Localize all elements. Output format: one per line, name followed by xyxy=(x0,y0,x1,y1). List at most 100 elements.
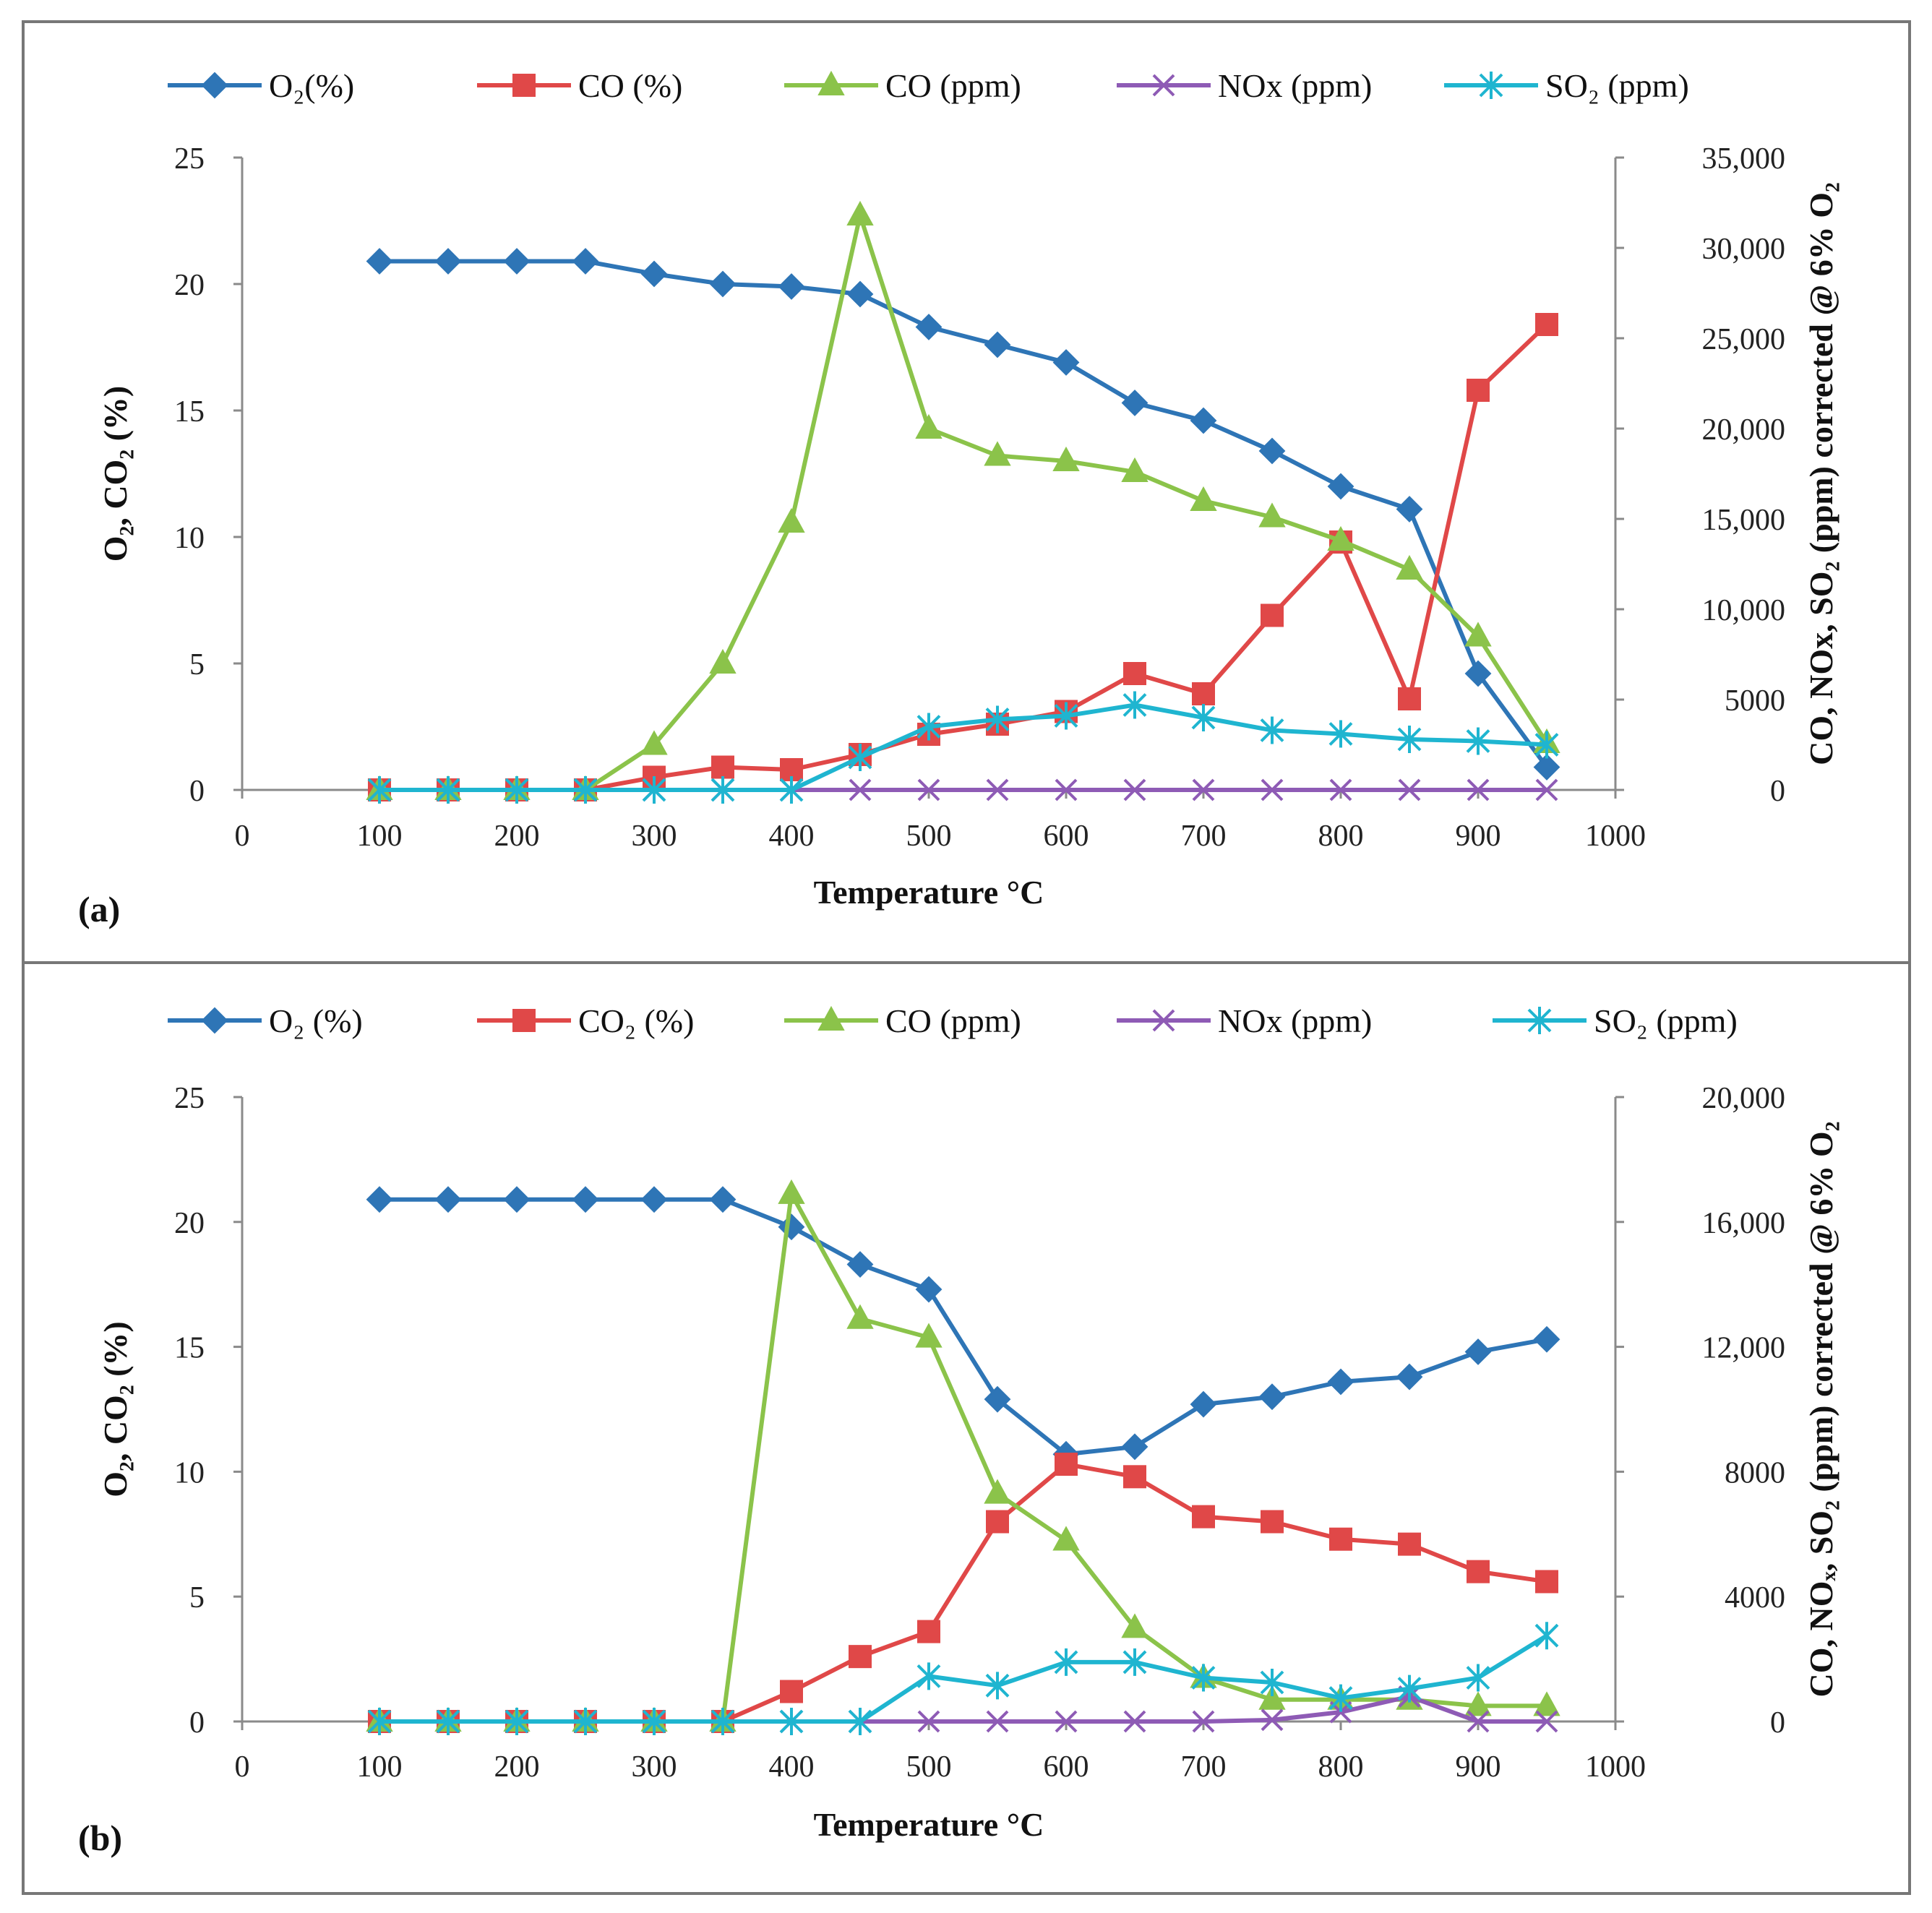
data-point xyxy=(640,260,668,288)
x-tick-label: 400 xyxy=(769,820,815,853)
panel-label: (a) xyxy=(78,889,120,929)
data-point xyxy=(367,776,392,804)
right-y-tick-label: 0 xyxy=(1770,1706,1785,1740)
data-point xyxy=(1052,446,1080,471)
data-point xyxy=(640,1186,668,1213)
data-point xyxy=(1123,1465,1146,1489)
data-point xyxy=(1533,1691,1560,1716)
data-point xyxy=(1192,682,1215,705)
data-point xyxy=(366,1186,393,1213)
data-point xyxy=(503,248,531,275)
data-point xyxy=(1121,457,1149,482)
data-point xyxy=(1122,1648,1147,1676)
legend-entry: CO₂ (%) xyxy=(477,1002,694,1039)
right-y-tick-label: 16,000 xyxy=(1702,1207,1786,1240)
legend-label: O₂(%) xyxy=(269,67,354,104)
left-y-tick-label: 10 xyxy=(174,1456,205,1489)
data-point xyxy=(1192,778,1215,801)
x-tick-label: 800 xyxy=(1318,1750,1364,1784)
data-point xyxy=(1534,1622,1559,1650)
data-point xyxy=(1535,1570,1558,1594)
right-y-tick-label: 8000 xyxy=(1725,1456,1785,1489)
series-co-ppm- xyxy=(366,1179,1560,1732)
legend-label: NOx (ppm) xyxy=(1218,1002,1372,1039)
data-point xyxy=(1054,1648,1078,1676)
legend-marker xyxy=(817,70,845,95)
data-point xyxy=(436,776,460,804)
data-point xyxy=(1055,1453,1078,1476)
data-point xyxy=(1190,407,1217,434)
right-y-tick-label: 30,000 xyxy=(1702,233,1786,266)
data-point xyxy=(1191,1664,1216,1692)
data-point xyxy=(984,331,1011,358)
data-point xyxy=(1258,1383,1286,1411)
data-point xyxy=(709,648,737,674)
right-y-tick-label: 12,000 xyxy=(1702,1332,1786,1365)
data-point xyxy=(1466,727,1490,755)
right-y-tick-label: 10,000 xyxy=(1702,594,1786,627)
data-point xyxy=(1467,1560,1490,1583)
left-y-tick-label: 5 xyxy=(189,648,205,682)
right-y-tick-label: 35,000 xyxy=(1702,142,1786,176)
data-point xyxy=(846,1304,874,1329)
data-point xyxy=(1329,1527,1352,1551)
data-point xyxy=(1260,1669,1284,1696)
right-y-tick-label: 15,000 xyxy=(1702,504,1786,537)
legend-label: SO₂ (ppm) xyxy=(1594,1002,1738,1039)
legend-entry: CO (ppm) xyxy=(784,67,1021,104)
data-point xyxy=(916,1662,941,1690)
data-point xyxy=(1258,502,1286,528)
data-point xyxy=(1190,1390,1217,1418)
right-y-tick-label: 20,000 xyxy=(1702,1082,1786,1115)
data-point xyxy=(1464,660,1492,687)
series-line xyxy=(379,1191,1547,1724)
data-point xyxy=(1464,1691,1492,1716)
data-point xyxy=(778,273,805,300)
data-point xyxy=(915,314,943,340)
x-tick-label: 500 xyxy=(906,1750,952,1784)
data-point xyxy=(1055,1710,1078,1733)
x-tick-label: 300 xyxy=(632,820,677,853)
data-point xyxy=(640,730,668,755)
left-y-axis-title: O₂, CO₂ (%) xyxy=(97,386,134,562)
right-y-tick-label: 4000 xyxy=(1725,1581,1785,1615)
data-point xyxy=(503,1186,531,1213)
data-point xyxy=(1121,1613,1149,1638)
data-point xyxy=(846,200,874,225)
data-point xyxy=(1533,1325,1560,1353)
x-tick-label: 100 xyxy=(357,1750,403,1784)
legend-entry: O₂ (%) xyxy=(168,1002,363,1039)
series-line xyxy=(379,1633,1548,1724)
data-point xyxy=(984,441,1011,466)
legend-marker xyxy=(817,1005,845,1031)
legend-label: CO₂ (%) xyxy=(578,1002,694,1039)
legend-label: CO (ppm) xyxy=(885,67,1021,104)
data-point xyxy=(572,248,599,275)
data-point xyxy=(986,778,1009,801)
left-y-tick-label: 10 xyxy=(174,522,205,555)
right-y-axis-title: CO, NOx, SO₂ (ppm) corrected @ 6% O₂ xyxy=(1803,182,1839,765)
data-point xyxy=(1466,1664,1490,1692)
left-y-tick-label: 15 xyxy=(174,395,205,429)
legend-marker xyxy=(201,1007,228,1034)
data-point xyxy=(848,744,872,771)
data-point xyxy=(1396,1363,1423,1390)
data-point xyxy=(1261,603,1284,627)
series-o- xyxy=(366,1186,1560,1468)
data-point xyxy=(1398,1532,1421,1556)
series-o- xyxy=(366,248,1560,781)
data-point xyxy=(1534,731,1559,759)
left-y-tick-label: 20 xyxy=(174,269,205,302)
x-axis-title: Temperature °C xyxy=(814,874,1044,911)
data-point xyxy=(436,1708,460,1735)
data-point xyxy=(1190,486,1217,511)
data-point xyxy=(1533,754,1560,781)
data-point xyxy=(1123,778,1146,801)
series-line xyxy=(379,259,1549,769)
data-point xyxy=(1464,622,1492,647)
right-y-tick-label: 5000 xyxy=(1725,684,1785,718)
x-tick-label: 200 xyxy=(494,1750,540,1784)
legend-label: CO (ppm) xyxy=(885,1002,1021,1039)
data-point xyxy=(1123,662,1146,685)
data-point xyxy=(916,713,941,741)
